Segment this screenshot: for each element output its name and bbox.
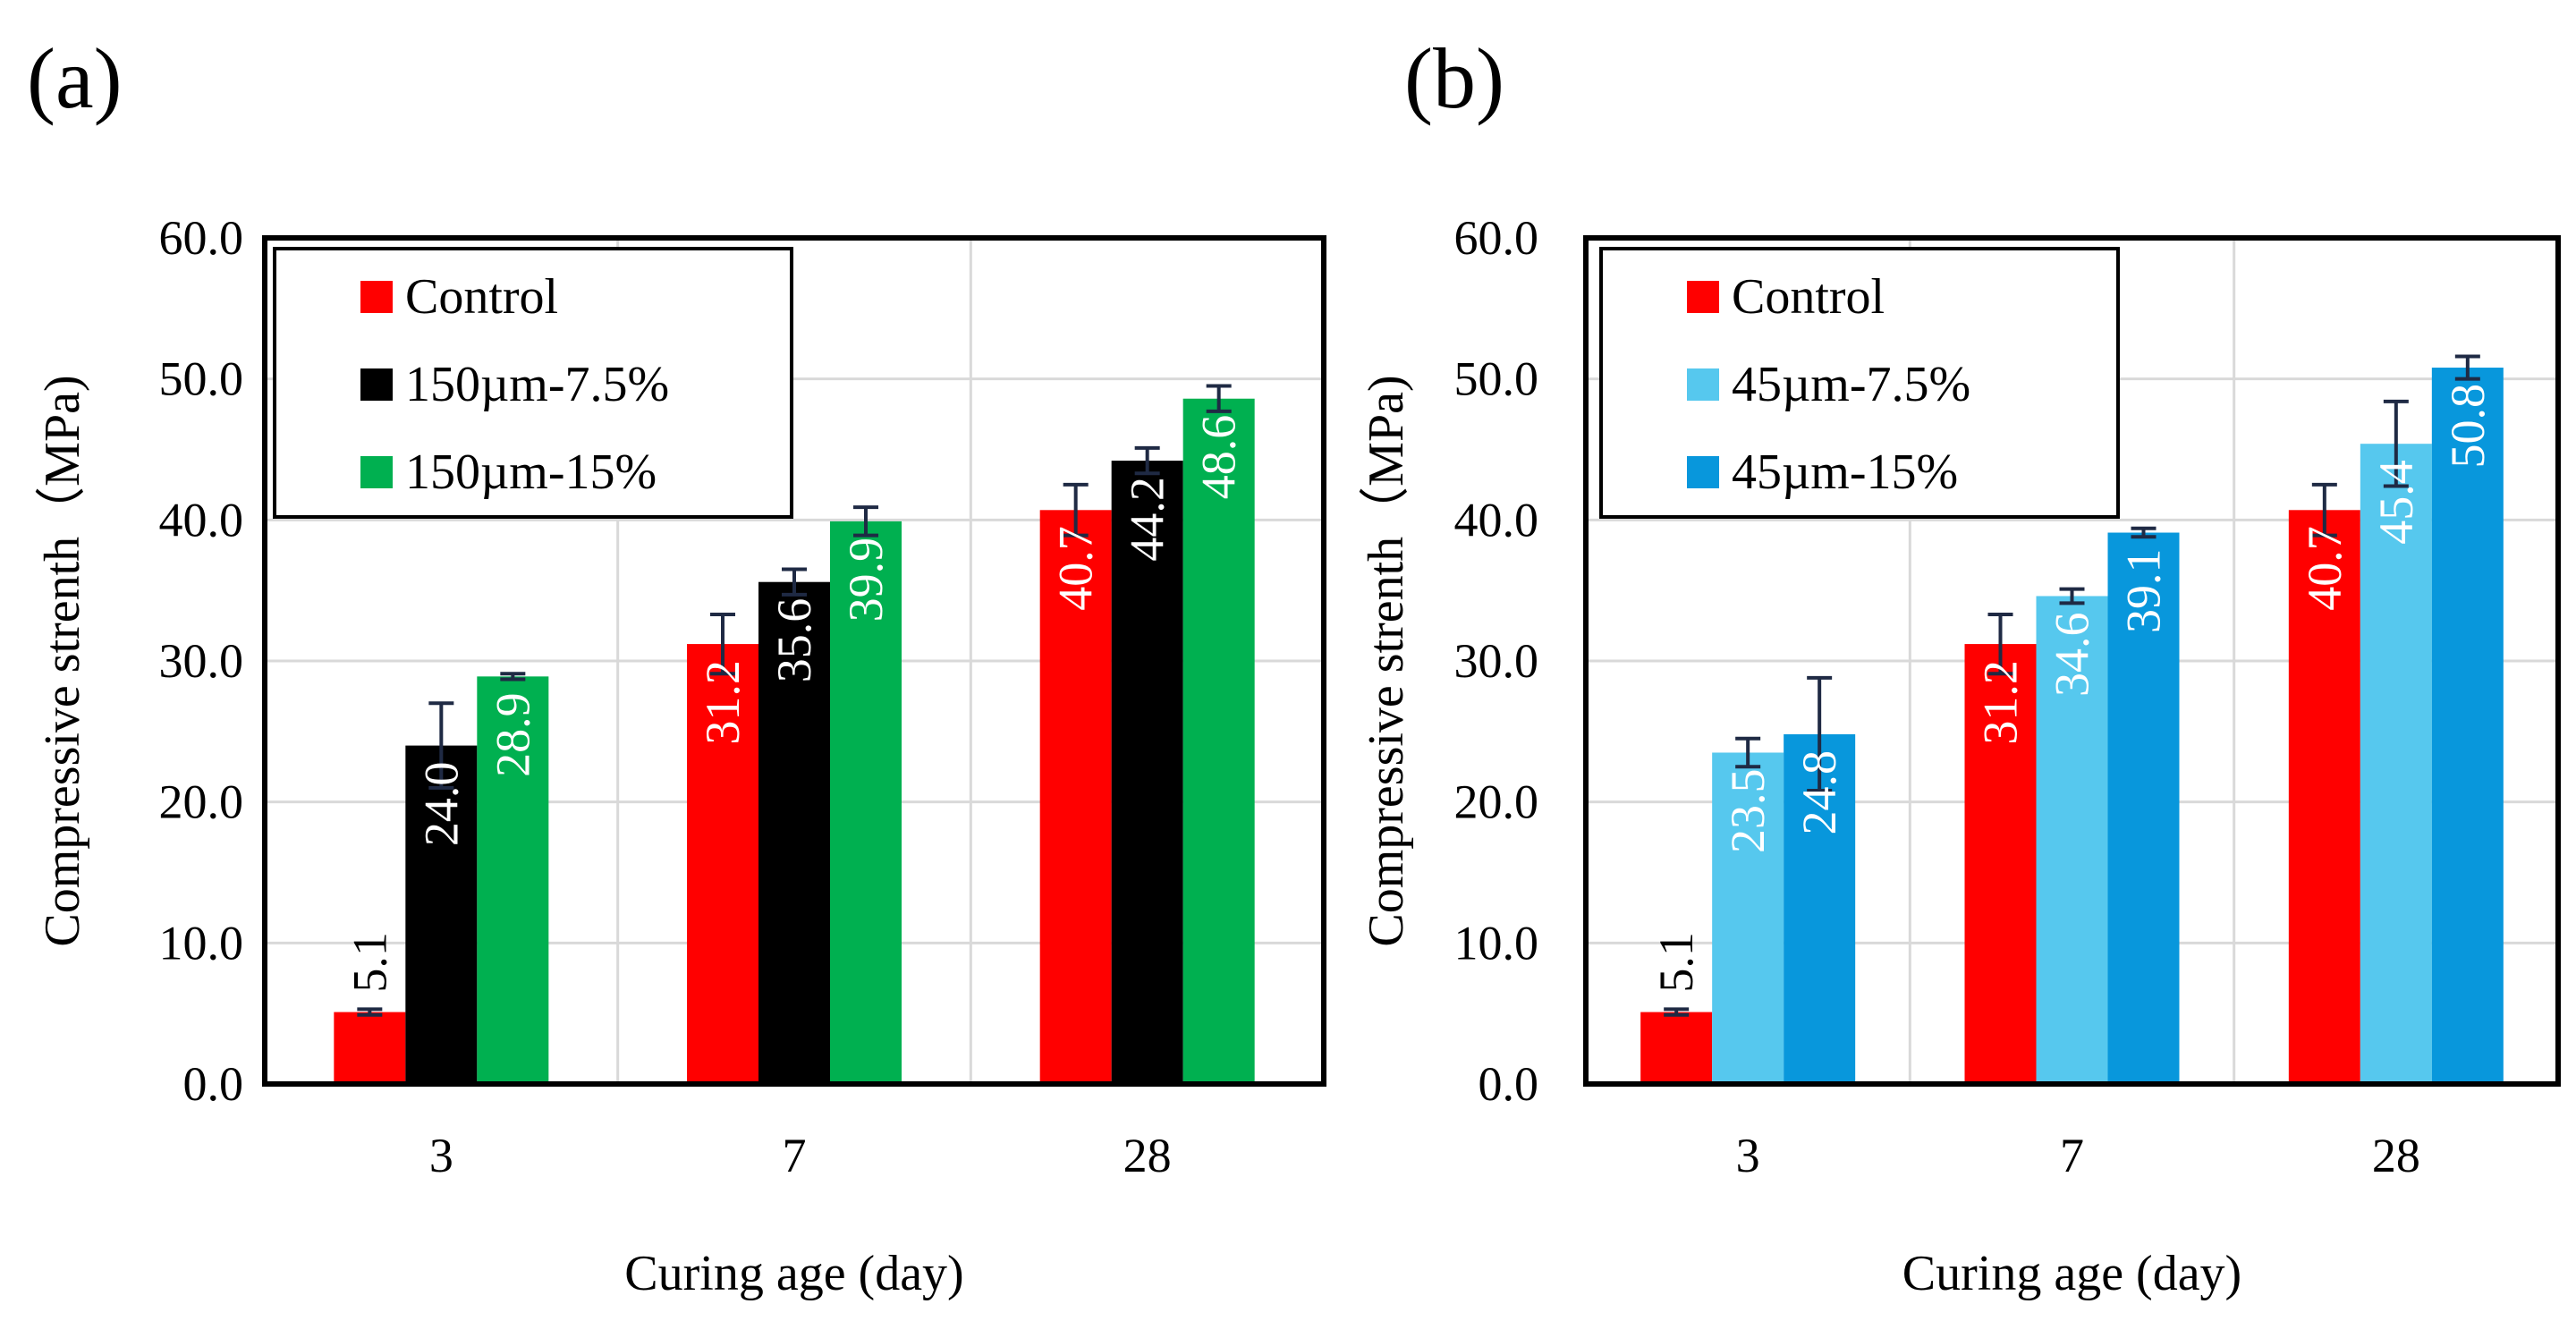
data-label: 45.4 — [2369, 460, 2423, 545]
bar — [1640, 1012, 1713, 1084]
y-tick-label: 10.0 — [159, 916, 244, 970]
legend-swatch — [1687, 281, 1719, 313]
data-label: 5.1 — [343, 932, 396, 993]
legend-swatch — [360, 456, 393, 488]
bar — [1039, 510, 1112, 1084]
data-label: 23.5 — [1721, 768, 1775, 853]
y-tick-label: 20.0 — [159, 775, 244, 829]
legend-label: 45µm-7.5% — [1732, 357, 1970, 412]
x-axis-title: Curing age (day) — [624, 1246, 963, 1301]
legend-swatch — [1687, 368, 1719, 401]
chart-panel-b: (b) 5.1 31.2 40.7 23.5 34.6 45.4 24.8 39.1 50.8 0.… — [1359, 30, 2561, 1301]
bar — [334, 1012, 406, 1084]
y-tick-label: 30.0 — [159, 634, 244, 688]
legend-label: 150µm-7.5% — [405, 357, 669, 412]
y-tick-label: 40.0 — [1454, 493, 1539, 546]
data-label: 5.1 — [1649, 932, 1703, 993]
legend-swatch — [360, 281, 393, 313]
bar — [477, 676, 549, 1084]
data-label: 34.6 — [2046, 612, 2099, 697]
data-label: 24.0 — [414, 762, 468, 847]
x-tick-label: 3 — [1736, 1129, 1760, 1182]
y-tick-label: 30.0 — [1454, 634, 1539, 688]
x-tick-label: 3 — [429, 1129, 453, 1182]
bar — [1111, 461, 1183, 1084]
chart-panel-a: (a) 5.1 31.2 40.7 24.0 35.6 44.2 28.9 39.9 48.6 0.… — [27, 30, 1326, 1301]
y-tick-label: 50.0 — [159, 352, 244, 406]
legend-label: 45µm-15% — [1732, 445, 1958, 500]
y-tick-label: 50.0 — [1454, 352, 1539, 406]
legend-swatch — [1687, 456, 1719, 488]
x-axis-title: Curing age (day) — [1902, 1246, 2241, 1301]
x-tick-label: 7 — [783, 1129, 807, 1182]
bar — [1784, 733, 1856, 1084]
bar — [1964, 644, 2037, 1084]
bar — [1182, 398, 1255, 1084]
panel-label: (b) — [1404, 30, 1504, 126]
bar — [687, 644, 758, 1084]
bar — [405, 745, 478, 1084]
bar — [2360, 444, 2432, 1084]
data-label: 50.8 — [2441, 384, 2495, 469]
y-tick-label: 40.0 — [159, 493, 244, 546]
data-label: 40.7 — [2298, 526, 2351, 611]
data-label: 35.6 — [767, 598, 821, 683]
bar — [1712, 752, 1784, 1084]
data-label: 48.6 — [1192, 415, 1246, 500]
bar — [2431, 368, 2504, 1084]
data-label: 44.2 — [1121, 477, 1174, 562]
plot-border — [1583, 235, 2561, 1087]
data-label: 24.8 — [1792, 750, 1846, 835]
plot-border — [262, 235, 1326, 1087]
y-tick-label: 0.0 — [1479, 1057, 1539, 1111]
y-tick-label: 10.0 — [1454, 916, 1539, 970]
y-tick-label: 60.0 — [159, 211, 244, 265]
x-tick-label: 7 — [2060, 1129, 2084, 1182]
data-label: 39.1 — [2117, 549, 2171, 634]
y-tick-label: 20.0 — [1454, 775, 1539, 829]
y-axis-title: Compressive strenth（MPa) — [1359, 375, 1414, 946]
data-label: 31.2 — [1974, 660, 2028, 745]
y-axis-title: Compressive strenth（MPa) — [35, 375, 90, 946]
panel-label: (a) — [27, 30, 123, 126]
data-label: 31.2 — [696, 660, 750, 745]
data-label: 28.9 — [486, 692, 539, 777]
bar — [2288, 510, 2360, 1084]
legend-label: Control — [1732, 269, 1885, 325]
bar — [758, 581, 830, 1084]
x-tick-label: 28 — [1123, 1129, 1172, 1182]
legend-label: 150µm-15% — [405, 445, 657, 500]
x-tick-label: 28 — [2372, 1129, 2420, 1182]
legend-swatch — [360, 368, 393, 401]
bar — [2107, 532, 2180, 1084]
y-tick-label: 60.0 — [1454, 211, 1539, 265]
y-tick-label: 0.0 — [183, 1057, 244, 1111]
bar — [830, 521, 902, 1084]
legend-label: Control — [405, 269, 558, 325]
data-label: 40.7 — [1049, 526, 1103, 611]
bar — [2036, 596, 2108, 1084]
data-label: 39.9 — [839, 538, 893, 622]
